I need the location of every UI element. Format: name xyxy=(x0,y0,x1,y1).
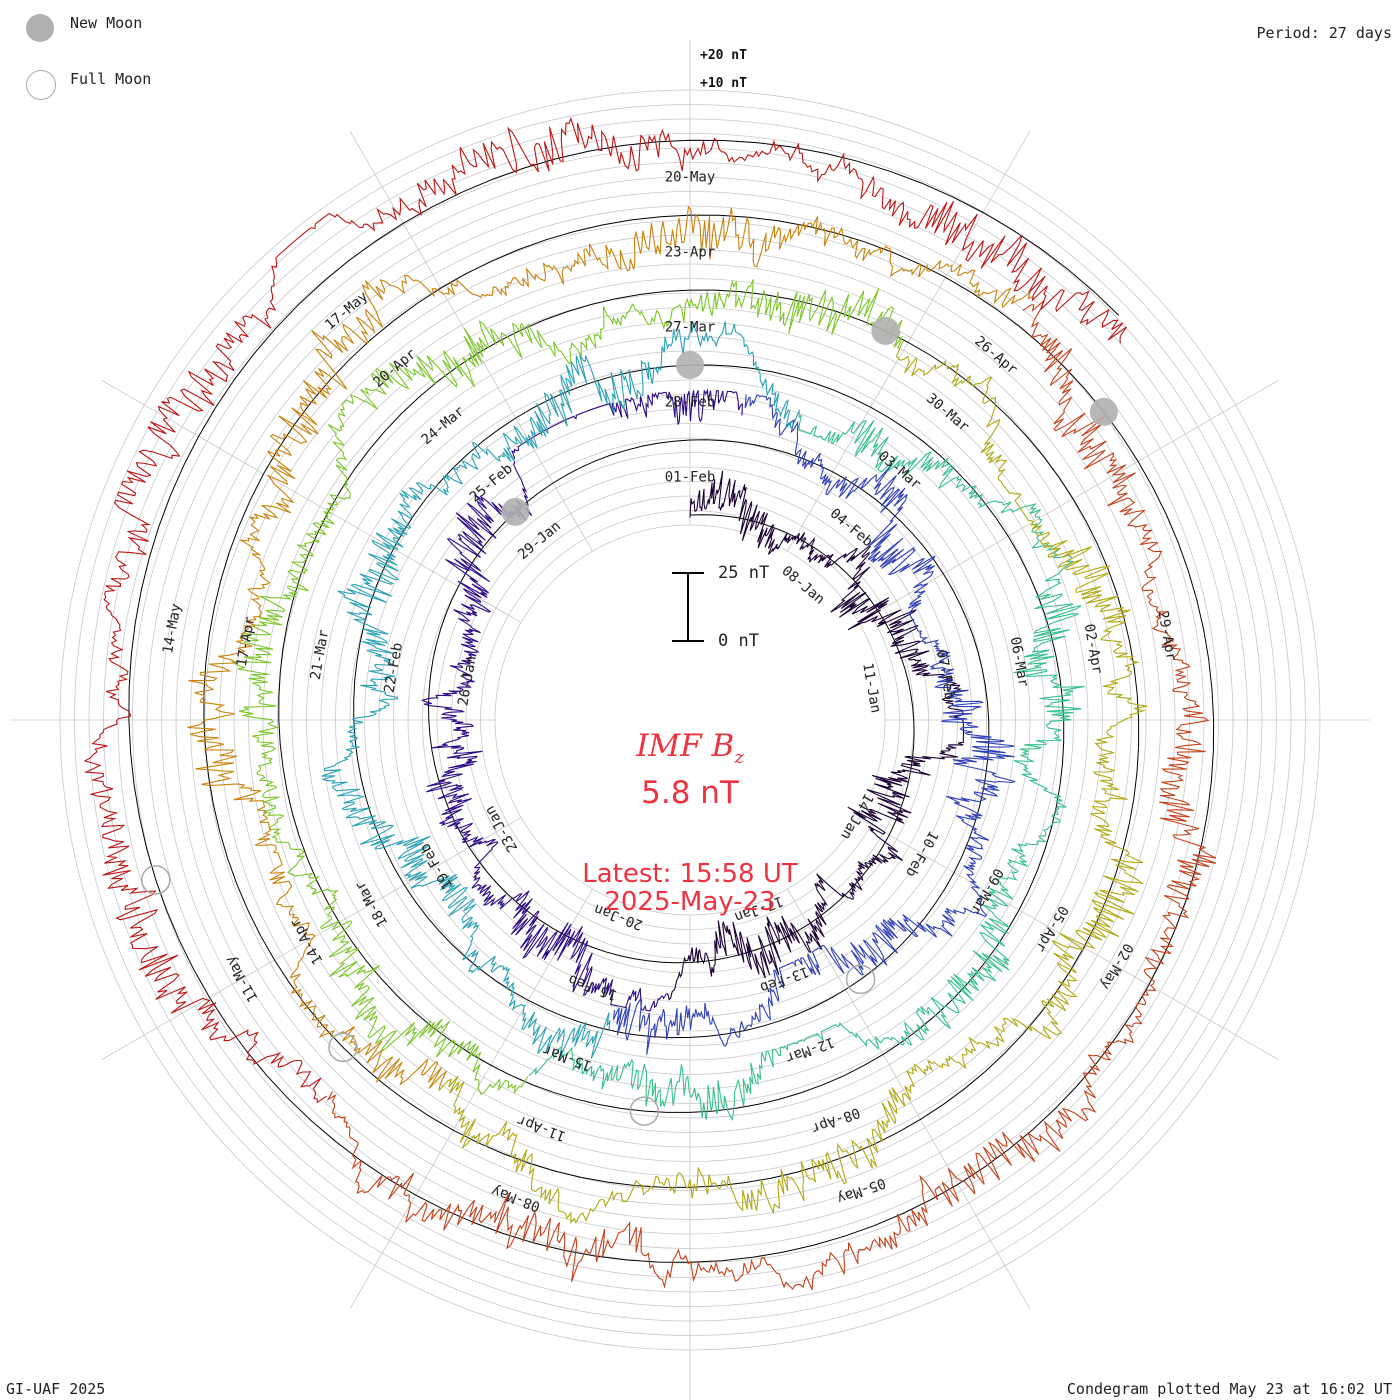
date-label: 15-Mar xyxy=(541,1041,594,1073)
grid-ring xyxy=(494,524,886,916)
new-moon-marker xyxy=(676,351,704,380)
bz-series-5 xyxy=(528,412,1085,1121)
date-label: 02-May xyxy=(1097,940,1136,992)
title-main: IMF B xyxy=(636,728,735,764)
bz-series-7 xyxy=(438,340,1148,1224)
plotted-timestamp: Condegram plotted May 23 at 16:02 UT xyxy=(1066,1380,1392,1398)
date-label: 23-Apr xyxy=(665,245,716,261)
credit-label: GI-UAF 2025 xyxy=(6,1380,106,1398)
date-label: 08-May xyxy=(489,1182,542,1214)
new-moon-icon xyxy=(26,14,54,42)
bz-series-4 xyxy=(321,321,801,1060)
date-label: 29-Jan xyxy=(515,518,564,563)
full-moon-marker xyxy=(141,865,171,895)
full-moon-marker xyxy=(629,1096,660,1126)
ring-label-plus10: +10 nT xyxy=(700,76,747,91)
date-label: 20-May xyxy=(665,170,716,186)
date-label: 21-Mar xyxy=(308,629,333,682)
date-label: 28-Feb xyxy=(665,395,716,411)
bz-series-9 xyxy=(326,299,1217,1291)
scale-bar xyxy=(672,572,704,642)
grid-spoke xyxy=(858,817,1280,1061)
legend-full-moon-label: Full Moon xyxy=(70,70,152,88)
chart-title: IMF Bz xyxy=(0,728,1380,768)
date-label: 27-Mar xyxy=(665,320,716,336)
bz-series-6 xyxy=(230,279,904,1095)
current-value: 5.8 nT xyxy=(641,775,739,811)
date-label: 04-Feb xyxy=(827,506,876,551)
date-label: 05-May xyxy=(835,1174,888,1206)
latest-time: Latest: 15:58 UT xyxy=(582,859,798,889)
date-label: 03-Mar xyxy=(875,448,924,493)
date-label: 29-Apr xyxy=(1154,610,1179,663)
new-moon-marker xyxy=(501,497,530,526)
date-label: 11-May xyxy=(222,953,261,1005)
date-label: 26-Apr xyxy=(971,333,1020,378)
moon-markers xyxy=(141,316,1118,1126)
date-label: 08-Apr xyxy=(809,1104,862,1136)
title-subscript: z xyxy=(734,747,744,769)
bz-series-10 xyxy=(83,116,1127,1104)
zero-line xyxy=(128,139,1215,1263)
scale-top-label: 25 nT xyxy=(718,563,770,583)
bz-series-8 xyxy=(187,205,1034,1090)
grid-spoke xyxy=(100,817,522,1061)
legend-new-moon-label: New Moon xyxy=(70,14,143,32)
latest-timestamp: Latest: 15:58 UT 2025-May-23 xyxy=(0,860,1380,916)
date-label: 24-Mar xyxy=(419,403,468,448)
date-label: 13-Feb xyxy=(758,963,811,995)
new-moon-marker xyxy=(871,316,900,345)
grid-spoke xyxy=(858,379,1280,623)
date-labels: 08-Jan11-Jan14-Jan17-Jan20-Jan23-Jan26-J… xyxy=(160,170,1179,1215)
bz-traces xyxy=(83,116,1217,1291)
period-label: Period: 27 days xyxy=(1256,24,1392,42)
full-moon-icon xyxy=(26,70,56,100)
full-moon-marker xyxy=(845,964,876,995)
date-label: 01-Feb xyxy=(665,470,716,486)
date-label: 22-Feb xyxy=(382,642,407,695)
new-moon-marker xyxy=(1089,397,1118,426)
grid-spoke xyxy=(349,888,593,1310)
latest-date: 2025-May-23 xyxy=(604,887,776,917)
grid-spoke xyxy=(787,888,1031,1310)
ring-label-plus20: +20 nT xyxy=(700,48,747,63)
bz-series-3 xyxy=(612,394,1017,1055)
date-label: 08-Jan xyxy=(778,563,827,608)
date-label: 17-Apr xyxy=(234,615,259,668)
scale-bottom-label: 0 nT xyxy=(718,631,759,651)
bz-series-1 xyxy=(666,470,965,1001)
bz-series-2 xyxy=(421,388,743,1012)
date-label: 26-Jan xyxy=(455,655,480,708)
full-moon-marker xyxy=(328,1032,358,1063)
date-label: 11-Jan xyxy=(859,662,884,715)
date-label: 11-Apr xyxy=(515,1112,568,1144)
grid-spoke xyxy=(100,379,522,623)
